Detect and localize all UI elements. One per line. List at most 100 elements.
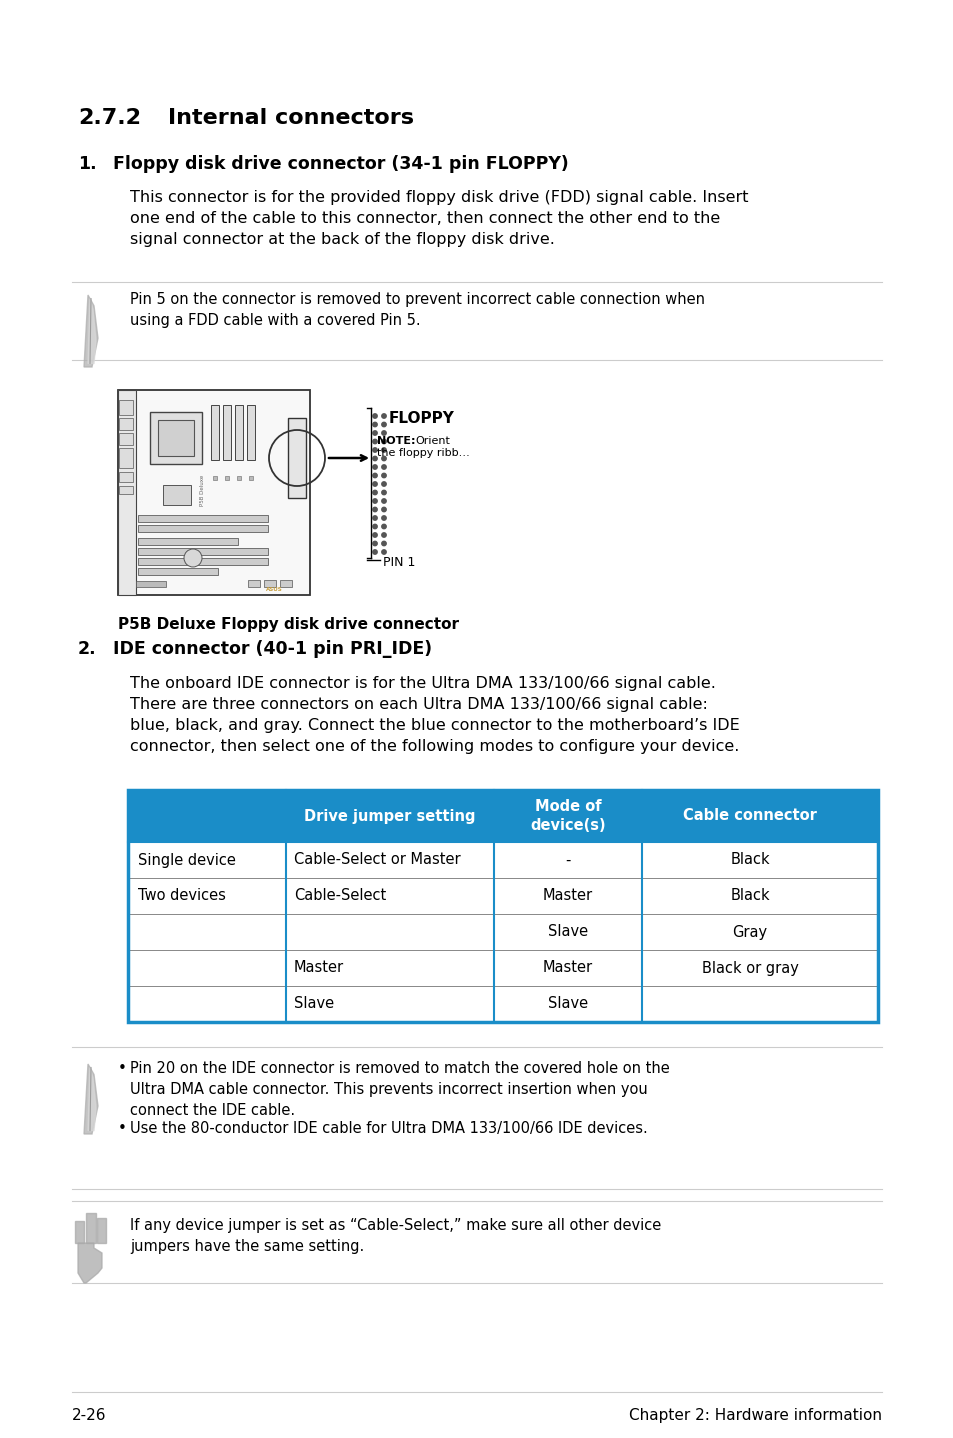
Circle shape xyxy=(373,482,376,486)
Text: ASUS: ASUS xyxy=(266,587,282,592)
Text: Slave: Slave xyxy=(547,997,587,1011)
Circle shape xyxy=(373,533,376,538)
Bar xyxy=(150,413,202,464)
Circle shape xyxy=(373,516,376,521)
Text: Cable connector: Cable connector xyxy=(682,808,816,824)
Circle shape xyxy=(373,447,376,452)
Text: the floppy ribb…: the floppy ribb… xyxy=(376,449,469,457)
Circle shape xyxy=(373,464,376,469)
Circle shape xyxy=(381,499,386,503)
Polygon shape xyxy=(86,1214,96,1242)
Circle shape xyxy=(373,423,376,427)
Bar xyxy=(138,525,268,532)
Circle shape xyxy=(381,525,386,529)
Bar xyxy=(119,449,132,467)
Circle shape xyxy=(373,525,376,529)
Circle shape xyxy=(184,549,202,567)
Bar xyxy=(138,538,237,545)
Text: Pin 20 on the IDE connector is removed to match the covered hole on the
Ultra DM: Pin 20 on the IDE connector is removed t… xyxy=(130,1061,669,1117)
Text: Master: Master xyxy=(542,889,593,903)
Bar xyxy=(128,843,877,1022)
Bar xyxy=(138,548,268,555)
Circle shape xyxy=(381,414,386,418)
Circle shape xyxy=(381,533,386,538)
Bar xyxy=(119,433,132,444)
Bar xyxy=(163,485,191,505)
Polygon shape xyxy=(97,1218,106,1242)
Circle shape xyxy=(381,541,386,545)
Bar xyxy=(119,472,132,482)
Circle shape xyxy=(381,473,386,477)
Circle shape xyxy=(381,431,386,436)
Circle shape xyxy=(373,473,376,477)
Text: P5B Deluxe Floppy disk drive connector: P5B Deluxe Floppy disk drive connector xyxy=(118,617,458,631)
Text: FLOPPY: FLOPPY xyxy=(389,411,455,426)
Circle shape xyxy=(381,516,386,521)
Bar xyxy=(288,418,306,498)
Circle shape xyxy=(381,456,386,460)
Text: Two devices: Two devices xyxy=(138,889,226,903)
Text: Black: Black xyxy=(729,889,769,903)
Text: Orient: Orient xyxy=(415,436,450,446)
Text: Black or gray: Black or gray xyxy=(700,961,798,975)
Circle shape xyxy=(373,414,376,418)
Bar xyxy=(248,580,260,587)
Text: Use the 80-conductor IDE cable for Ultra DMA 133/100/66 IDE devices.: Use the 80-conductor IDE cable for Ultra… xyxy=(130,1122,647,1136)
Bar xyxy=(118,390,310,595)
Bar xyxy=(247,406,254,460)
Bar xyxy=(138,515,268,522)
Bar xyxy=(213,476,216,480)
Bar xyxy=(128,789,877,1022)
Text: 2.7.2: 2.7.2 xyxy=(78,108,141,128)
Circle shape xyxy=(373,456,376,460)
Text: PIN 1: PIN 1 xyxy=(382,557,415,569)
Text: Single device: Single device xyxy=(138,853,235,867)
Circle shape xyxy=(381,490,386,495)
Text: Slave: Slave xyxy=(547,925,587,939)
Bar xyxy=(280,580,292,587)
Bar xyxy=(234,406,243,460)
Polygon shape xyxy=(88,1067,96,1130)
Text: 2-26: 2-26 xyxy=(71,1408,107,1424)
Text: Cable-Select or Master: Cable-Select or Master xyxy=(294,853,460,867)
Bar xyxy=(223,406,231,460)
Circle shape xyxy=(381,439,386,444)
Circle shape xyxy=(381,482,386,486)
Text: Gray: Gray xyxy=(732,925,767,939)
Circle shape xyxy=(373,439,376,444)
Circle shape xyxy=(373,549,376,554)
Polygon shape xyxy=(88,299,96,364)
Circle shape xyxy=(373,541,376,545)
Circle shape xyxy=(373,499,376,503)
Circle shape xyxy=(381,549,386,554)
Circle shape xyxy=(381,447,386,452)
Text: Cable-Select: Cable-Select xyxy=(294,889,386,903)
Bar xyxy=(119,400,132,416)
Text: Floppy disk drive connector (34-1 pin FLOPPY): Floppy disk drive connector (34-1 pin FL… xyxy=(112,155,568,173)
Bar xyxy=(128,789,877,843)
Bar xyxy=(249,476,253,480)
Bar xyxy=(138,558,268,565)
Circle shape xyxy=(373,490,376,495)
Bar xyxy=(138,568,218,575)
Bar xyxy=(211,406,219,460)
Circle shape xyxy=(381,423,386,427)
Text: If any device jumper is set as “Cable-Select,” make sure all other device
jumper: If any device jumper is set as “Cable-Se… xyxy=(130,1218,660,1254)
Bar xyxy=(118,390,136,595)
Text: •: • xyxy=(118,1122,127,1136)
Text: Drive jumper setting: Drive jumper setting xyxy=(304,808,476,824)
Bar xyxy=(158,420,193,456)
Polygon shape xyxy=(84,295,98,367)
Text: Chapter 2: Hardware information: Chapter 2: Hardware information xyxy=(628,1408,882,1424)
Text: Master: Master xyxy=(542,961,593,975)
Bar xyxy=(225,476,229,480)
Circle shape xyxy=(373,431,376,436)
Text: •: • xyxy=(118,1061,127,1076)
Circle shape xyxy=(373,508,376,512)
Bar xyxy=(119,418,132,430)
Text: Slave: Slave xyxy=(294,997,334,1011)
Text: 2.: 2. xyxy=(78,640,96,659)
Polygon shape xyxy=(84,1064,98,1135)
Text: NOTE:: NOTE: xyxy=(376,436,416,446)
Polygon shape xyxy=(75,1221,84,1242)
